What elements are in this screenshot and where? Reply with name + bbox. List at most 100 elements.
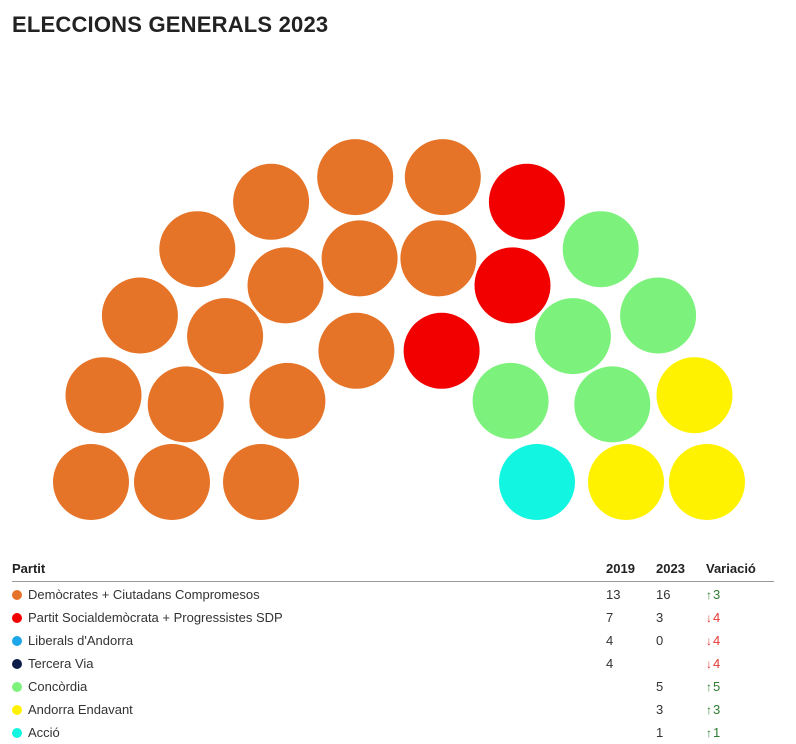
seat-circle (620, 277, 697, 354)
variation-value: 3 (713, 586, 721, 602)
party-name: Andorra Endavant (28, 701, 133, 717)
variation-cell: ↑3 (706, 582, 774, 606)
seat-circle (562, 211, 639, 288)
variation-value: 4 (713, 655, 721, 671)
seat-circle (499, 444, 575, 520)
table-row: Partit Socialdemòcrata + Progressistes S… (12, 605, 774, 628)
seat-circle (472, 362, 549, 439)
seats-2023: 16 (656, 586, 671, 602)
seat-circle (249, 362, 326, 439)
party-color-swatch (12, 589, 22, 600)
seat-circle (321, 220, 398, 297)
seats-2019: 7 (606, 609, 614, 625)
seat-circle (488, 163, 565, 240)
party-cell: Acció (12, 720, 606, 743)
table-row: Tercera Via 4 ↓4 (12, 651, 774, 674)
seat-circle (588, 444, 664, 520)
party-color-swatch (12, 681, 22, 692)
party-name: Partit Socialdemòcrata + Progressistes S… (28, 609, 283, 625)
party-cell: Demòcrates + Ciutadans Compromesos (12, 582, 606, 606)
seats-2023: 3 (656, 701, 664, 717)
party-cell: Liberals d'Andorra (12, 628, 606, 651)
seats-2019 (606, 720, 656, 743)
table-header-row: Partit 2019 2023 Variació (12, 558, 774, 582)
seats-2023: 1 (656, 724, 664, 740)
party-color-swatch (12, 635, 22, 646)
party-name: Tercera Via (28, 655, 94, 671)
seat-circle (233, 163, 310, 240)
results-table: Partit 2019 2023 Variació Demòcrates + C… (12, 558, 774, 743)
arrow-up-icon: ↑ (706, 725, 712, 740)
arrow-up-icon: ↑ (706, 702, 712, 717)
seats-2019 (606, 697, 656, 720)
table-row: Demòcrates + Ciutadans Compromesos 13 16 ↑3 (12, 582, 774, 606)
party-color-swatch (12, 612, 22, 623)
seat-circle (147, 366, 224, 443)
seat-circle (101, 277, 178, 354)
seats-2019: 13 (606, 586, 621, 602)
variation-cell: ↓4 (706, 628, 774, 651)
variation-cell: ↑5 (706, 674, 774, 697)
party-cell: Andorra Endavant (12, 697, 606, 720)
arrow-down-icon: ↓ (706, 610, 712, 625)
seat-circle (134, 444, 210, 520)
parliament-chart (53, 139, 745, 520)
chart-title: ELECCIONS GENERALS 2023 (12, 12, 329, 37)
seat-circle (247, 247, 324, 324)
seat-circle (223, 444, 299, 520)
seat-circle (404, 139, 481, 216)
variation-value: 4 (713, 632, 721, 648)
table-body: Demòcrates + Ciutadans Compromesos 13 16 ↑3… (12, 582, 774, 744)
party-color-swatch (12, 704, 22, 715)
seat-circle (318, 312, 395, 389)
seat-circle (669, 444, 745, 520)
arrow-up-icon: ↑ (706, 679, 712, 694)
arrow-down-icon: ↓ (706, 633, 712, 648)
variation-value: 3 (713, 701, 721, 717)
seats-2019: 4 (606, 655, 614, 671)
header-party: Partit (12, 558, 606, 582)
seat-circle (187, 298, 264, 375)
variation-value: 5 (713, 678, 721, 694)
party-cell: Tercera Via (12, 651, 606, 674)
table-row: Liberals d'Andorra 4 0 ↓4 (12, 628, 774, 651)
variation-cell: ↑1 (706, 720, 774, 743)
variation-value: 1 (713, 724, 721, 740)
header-2023: 2023 (656, 558, 706, 582)
seat-circle (656, 357, 733, 434)
seats-2023: 0 (656, 632, 664, 648)
header-2019: 2019 (606, 558, 656, 582)
seats-2023: 5 (656, 678, 664, 694)
party-color-swatch (12, 658, 22, 669)
seat-circle (65, 357, 142, 434)
variation-value: 4 (713, 609, 721, 625)
party-name: Concòrdia (28, 678, 88, 694)
party-name: Acció (28, 724, 60, 740)
party-cell: Partit Socialdemòcrata + Progressistes S… (12, 605, 606, 628)
seat-circle (534, 298, 611, 375)
seats-2023: 3 (656, 609, 664, 625)
variation-cell: ↑3 (706, 697, 774, 720)
seats-2023 (656, 651, 706, 674)
seat-circle (53, 444, 129, 520)
seat-circle (317, 139, 394, 216)
seats-2019: 4 (606, 632, 614, 648)
seat-circle (474, 247, 551, 324)
party-color-swatch (12, 727, 22, 738)
variation-cell: ↓4 (706, 651, 774, 674)
header-variation: Variació (706, 558, 774, 582)
table-row: Andorra Endavant 3 ↑3 (12, 697, 774, 720)
party-name: Liberals d'Andorra (28, 632, 134, 648)
arrow-down-icon: ↓ (706, 656, 712, 671)
seat-circle (400, 220, 477, 297)
party-cell: Concòrdia (12, 674, 606, 697)
variation-cell: ↓4 (706, 605, 774, 628)
party-name: Demòcrates + Ciutadans Compromesos (28, 586, 260, 602)
seat-circle (159, 211, 236, 288)
table-row: Acció 1 ↑1 (12, 720, 774, 743)
seat-circle (403, 312, 480, 389)
seats-2019 (606, 674, 656, 697)
arrow-up-icon: ↑ (706, 587, 712, 602)
table-row: Concòrdia 5 ↑5 (12, 674, 774, 697)
seat-circle (574, 366, 651, 443)
